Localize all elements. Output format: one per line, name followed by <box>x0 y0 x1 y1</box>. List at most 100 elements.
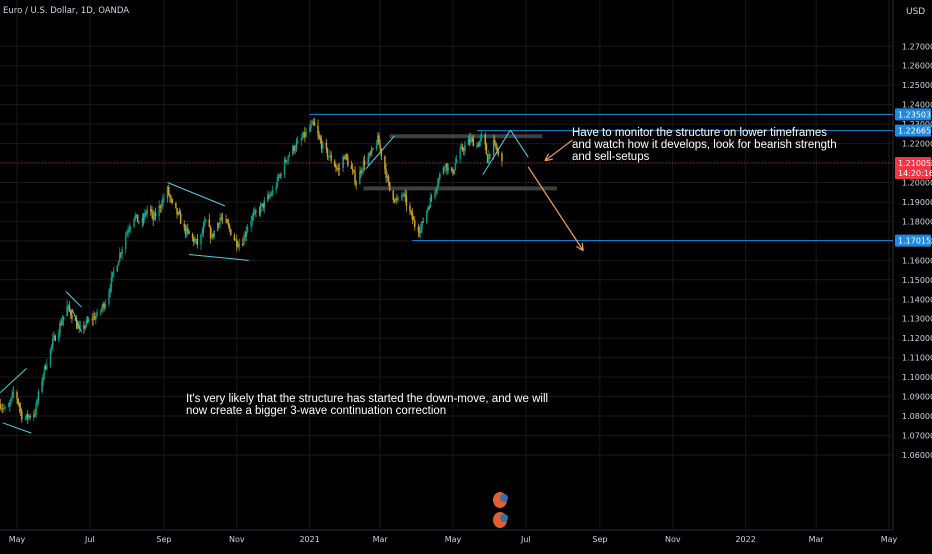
time-tick-label: May <box>9 535 26 544</box>
candle-body <box>4 406 6 408</box>
price-tick-label: 1.10000 <box>902 373 932 382</box>
candle-body <box>301 137 304 139</box>
candle-body <box>402 194 404 196</box>
candle-body <box>9 402 11 407</box>
candle-body <box>201 233 203 235</box>
candle-body <box>476 145 478 147</box>
time-tick-label: Mar <box>809 535 825 544</box>
candle-body <box>428 207 430 209</box>
candle-body <box>385 169 387 179</box>
countdown-label: 14:20:16 <box>898 169 932 178</box>
author-logo <box>493 492 508 528</box>
trend-lines <box>0 129 529 434</box>
trend-line <box>482 129 511 175</box>
candle-body <box>7 406 10 408</box>
candle-body <box>44 366 47 370</box>
candle-body <box>153 212 156 221</box>
candle-body <box>489 154 491 155</box>
price-tick-label: 1.15000 <box>902 276 932 285</box>
time-tick-label: May <box>881 535 898 544</box>
candle-body <box>85 320 88 327</box>
candle-body <box>242 244 244 246</box>
candle-body <box>268 195 270 197</box>
candle-body <box>116 265 119 272</box>
candle-body <box>61 320 64 325</box>
candle-body <box>409 205 411 211</box>
candle-body <box>87 319 90 322</box>
time-tick-label: May <box>445 535 462 544</box>
candle-body <box>169 194 171 198</box>
candle-body <box>325 142 328 150</box>
candle-body <box>49 348 52 366</box>
candle-body <box>485 144 488 155</box>
candle-body <box>216 223 219 231</box>
candle-body <box>234 239 237 241</box>
candle-body <box>111 271 114 277</box>
candle-body <box>455 159 458 163</box>
candle-body <box>227 222 230 226</box>
candle-body <box>32 414 35 418</box>
time-axis[interactable]: May Jul Sep Nov 2021 Mar May Jul Sep Nov 2022 Mar Ma… <box>9 535 898 544</box>
candle-body <box>329 155 331 157</box>
level-price-label: 1.17015 <box>898 237 931 246</box>
candle-body <box>121 248 123 254</box>
price-tick-label: 1.25000 <box>902 81 932 90</box>
candle-body <box>50 345 53 349</box>
candle-body <box>193 237 195 243</box>
candle-body <box>176 208 178 215</box>
candlesticks <box>0 117 503 424</box>
candle-body <box>42 374 45 381</box>
candle-body <box>296 140 299 143</box>
candle-body <box>437 178 440 185</box>
candle-body <box>212 233 214 237</box>
candle-body <box>361 169 363 173</box>
candle-body <box>259 205 262 213</box>
candle-body <box>92 316 95 320</box>
candle-body <box>387 175 390 182</box>
candle-body <box>472 138 475 147</box>
candle-body <box>461 146 464 151</box>
candle-body <box>436 184 439 189</box>
candle-body <box>74 318 77 321</box>
candle-body <box>175 202 177 209</box>
candle-body <box>25 413 28 419</box>
candle-body <box>136 214 139 223</box>
candle-body <box>59 323 61 333</box>
candle-body <box>286 161 288 163</box>
candle-body <box>196 238 199 245</box>
candle-body <box>317 125 319 135</box>
candle-body <box>135 214 138 216</box>
candle-body <box>452 170 454 174</box>
candle-body <box>183 223 185 227</box>
candle-body <box>261 203 263 206</box>
candle-body <box>218 223 220 225</box>
candle-body <box>355 183 357 185</box>
price-tick-label: 1.09000 <box>902 393 932 402</box>
candle-body <box>19 407 22 411</box>
projection-arrow <box>527 166 584 251</box>
candle-body <box>470 137 472 143</box>
price-axis[interactable]: USD 1.27000 1.26000 1.25000 1.24000 1.23000 1… <box>902 7 932 460</box>
price-tick-label: 1.11000 <box>902 354 932 363</box>
candle-body <box>160 206 163 208</box>
candle-body <box>109 288 111 293</box>
level-price-label: 1.23503 <box>898 110 931 119</box>
candle-body <box>378 135 380 145</box>
grid-lines <box>0 0 894 531</box>
candle-body <box>501 153 503 162</box>
candle-body <box>24 418 27 420</box>
logo-shape <box>500 514 508 522</box>
candle-body <box>304 132 306 137</box>
candle-body <box>70 310 72 316</box>
candle-body <box>226 219 228 223</box>
candle-body <box>414 220 416 228</box>
candle-body <box>486 154 489 163</box>
candle-body <box>435 188 438 192</box>
price-tick-label: 1.19000 <box>902 198 932 207</box>
level-price-tag <box>895 234 931 247</box>
candle-body <box>335 166 337 169</box>
candle-body <box>488 154 490 163</box>
candle-body <box>134 215 137 219</box>
